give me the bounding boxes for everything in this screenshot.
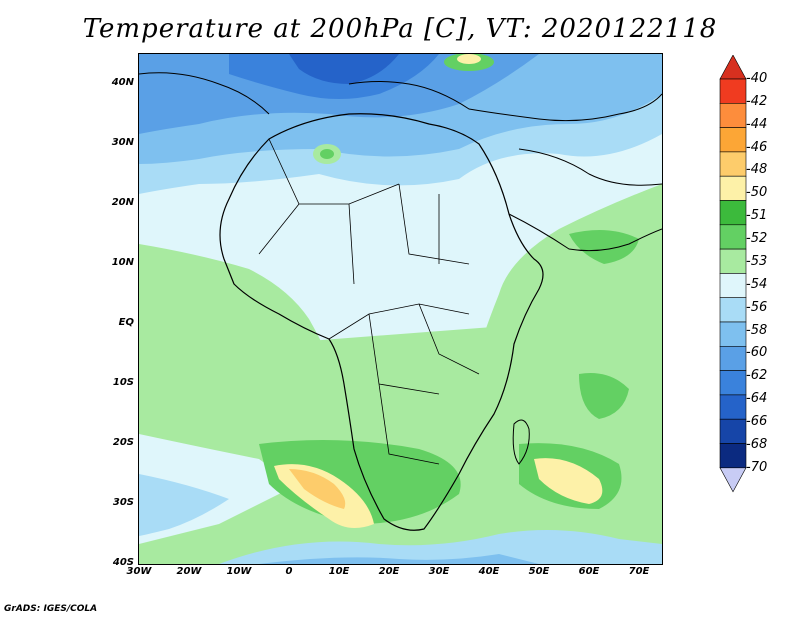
lat-label-40s: 40S	[112, 557, 134, 568]
legend-label: -64	[746, 391, 768, 407]
legend-swatch	[719, 418, 747, 444]
legend-swatch	[719, 200, 747, 226]
madagascar-coastline	[512, 419, 530, 465]
temperature-field	[139, 54, 662, 564]
legend-swatch	[719, 175, 747, 201]
field-56-south	[219, 530, 662, 564]
lon-label-30w: 30W	[126, 566, 152, 577]
lat-label-40n: 40N	[111, 77, 134, 88]
legend-label: -44	[746, 116, 768, 132]
legend-label: -46	[746, 139, 768, 155]
color-legend	[719, 55, 747, 493]
legend-bottom-arrow	[719, 467, 747, 493]
legend-swatch	[719, 102, 747, 128]
field-52-indian-ocean	[579, 373, 629, 419]
legend-swatch	[719, 370, 747, 396]
lat-label-10n: 10N	[111, 257, 134, 268]
legend-label: -50	[746, 185, 768, 201]
lon-label-60e: 60E	[578, 566, 600, 577]
legend-swatch	[719, 127, 747, 153]
lat-label-10s: 10S	[112, 377, 134, 388]
grads-credit: GrADS: IGES/COLA	[4, 604, 98, 614]
legend-label: -40	[746, 71, 768, 86]
legend-swatch	[719, 78, 747, 104]
lon-label-30e: 30E	[428, 566, 450, 577]
legend-label: -42	[746, 93, 768, 109]
lon-label-20e: 20E	[378, 566, 400, 577]
legend-label: -54	[746, 276, 768, 292]
lat-label-eq: EQ	[118, 317, 134, 328]
legend-swatch	[719, 394, 747, 420]
field-50-indian	[534, 458, 603, 504]
lon-label-20w: 20W	[176, 566, 202, 577]
field-48-south-atlantic	[289, 469, 346, 509]
lon-label-10w: 10W	[226, 566, 252, 577]
legend-label: -53	[746, 253, 768, 269]
legend-swatch	[719, 248, 747, 274]
legend-swatch	[719, 297, 747, 323]
field-52-sahara-patch	[320, 149, 334, 159]
lat-label-30n: 30N	[111, 137, 134, 148]
map-panel	[138, 53, 663, 565]
lat-label-20n: 20N	[111, 197, 134, 208]
legend-swatch	[719, 443, 747, 469]
field-53-south	[139, 314, 662, 564]
lon-label-50e: 50E	[528, 566, 550, 577]
lon-label-10e: 10E	[328, 566, 350, 577]
legend-label: -52	[746, 231, 768, 247]
legend-swatch	[719, 321, 747, 347]
legend-swatch	[719, 273, 747, 298]
country-borders	[258, 138, 480, 465]
lat-label-20s: 20S	[112, 437, 134, 448]
legend-swatch	[719, 345, 747, 371]
legend-swatch	[719, 151, 747, 177]
legend-label: -70	[746, 459, 768, 475]
lon-label-0: 0	[285, 566, 293, 577]
northern-coastlines	[139, 72, 662, 122]
field-56-southwest	[139, 474, 229, 536]
legend-top-arrow	[719, 55, 747, 80]
field-58-south	[259, 554, 539, 564]
legend-label: -56	[746, 299, 768, 315]
legend-label: -58	[746, 322, 768, 338]
legend-label: -66	[746, 414, 768, 430]
map-title: Temperature at 200hPa [C], VT: 202012211…	[82, 14, 718, 44]
field-50-north-patch	[457, 54, 481, 64]
lon-label-40e: 40E	[478, 566, 500, 577]
field-64-north	[289, 54, 399, 84]
legend-label: -68	[746, 436, 768, 452]
legend-label: -62	[746, 368, 768, 384]
africa-coastline	[219, 113, 544, 531]
arabian-coastlines	[508, 148, 662, 252]
lon-label-70e: 70E	[628, 566, 650, 577]
legend-label: -48	[746, 162, 768, 178]
legend-swatch	[719, 224, 747, 250]
field-52-arabian	[569, 230, 639, 264]
lat-label-30s: 30S	[112, 497, 134, 508]
legend-label: -51	[746, 208, 768, 224]
legend-label: -60	[746, 345, 768, 361]
